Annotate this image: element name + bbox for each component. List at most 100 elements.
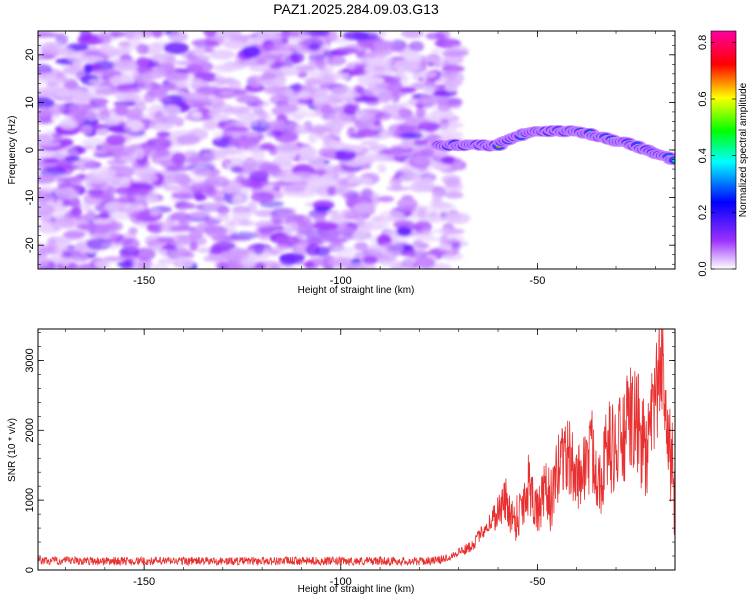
noise-blob (254, 31, 282, 40)
noise-blob (328, 256, 350, 268)
noise-blob (390, 43, 406, 52)
spectrogram-xtick-label: -150 (133, 275, 155, 287)
noise-blob (395, 60, 424, 68)
noise-blob (164, 71, 189, 81)
noise-blob (55, 72, 67, 83)
noise-blob (417, 236, 442, 242)
noise-blob (373, 120, 382, 126)
snr-ytick-label: 1000 (24, 488, 36, 512)
noise-blob (126, 144, 144, 151)
noise-blob (224, 126, 250, 133)
noise-blob (389, 260, 403, 269)
noise-blob (213, 63, 238, 73)
noise-blob (72, 250, 88, 264)
noise-blob (169, 225, 196, 232)
noise-blob (156, 96, 172, 103)
colorbar-tick-label: 0.6 (697, 91, 709, 106)
noise-blob (447, 97, 463, 109)
noise-blob (55, 199, 64, 208)
noise-blob (104, 201, 131, 211)
noise-blob (326, 112, 354, 123)
noise-blob (114, 196, 137, 204)
noise-blob (280, 43, 303, 50)
noise-blob (398, 174, 421, 183)
spectrogram-ytick-label: -10 (24, 190, 36, 206)
noise-blob (218, 90, 236, 96)
noise-blob (322, 121, 346, 129)
noise-blob (66, 51, 87, 64)
noise-blob (303, 76, 324, 85)
noise-blob (246, 136, 261, 146)
noise-blob (161, 104, 181, 117)
noise-blob (360, 140, 379, 146)
noise-blob (354, 241, 369, 251)
noise-blob (222, 184, 240, 195)
spectrogram-xtick-label: -100 (330, 275, 352, 287)
noise-blob (276, 104, 300, 113)
noise-blob (444, 177, 461, 188)
noise-blob (269, 263, 281, 269)
noise-blob (263, 86, 286, 95)
noise-blob (374, 112, 392, 121)
noise-blob (174, 172, 191, 186)
noise-blob (42, 157, 59, 164)
colorbar-tick-label: 0.4 (697, 148, 709, 163)
noise-blob (363, 64, 389, 76)
noise-blob (377, 91, 392, 103)
noise-blob (269, 94, 290, 105)
noise-blob (425, 32, 446, 40)
noise-blob (84, 144, 94, 150)
noise-blob (378, 210, 405, 222)
noise-blob (273, 58, 285, 67)
noise-blob (131, 159, 151, 169)
noise-blob (422, 55, 447, 63)
noise-blob (430, 48, 442, 54)
noise-blob (60, 256, 71, 267)
noise-blob (55, 89, 73, 99)
noise-blob (252, 149, 266, 162)
noise-blob (292, 82, 302, 96)
noise-blob (305, 263, 318, 269)
noise-blob (325, 138, 339, 146)
spectrogram-ytick-label: 20 (24, 49, 36, 61)
noise-blob (408, 96, 430, 106)
noise-blob (330, 85, 355, 99)
noise-blob (235, 174, 245, 184)
noise-blob (331, 126, 341, 135)
noise-blob (399, 141, 414, 150)
noise-blob (39, 185, 55, 193)
noise-blob (38, 203, 55, 216)
noise-blob (341, 72, 350, 81)
noise-blob (115, 186, 140, 196)
noise-blob (401, 205, 416, 213)
noise-blob (86, 237, 112, 250)
noise-blob (221, 31, 235, 38)
noise-blob (38, 134, 49, 145)
noise-blob (230, 231, 259, 240)
noise-blob (296, 92, 314, 100)
noise-blob (100, 241, 128, 248)
noise-blob (64, 155, 81, 162)
noise-blob (47, 236, 57, 248)
noise-blob (311, 124, 327, 135)
noise-blob (367, 51, 387, 59)
noise-blob (356, 129, 379, 138)
noise-blob (106, 186, 116, 198)
noise-blob (174, 67, 184, 74)
snr-series-line (38, 329, 675, 567)
noise-blob (275, 143, 300, 153)
noise-blob (413, 139, 429, 146)
noise-blob (345, 62, 356, 70)
noise-blob (346, 127, 356, 139)
noise-blob (178, 214, 194, 225)
noise-blob (141, 173, 158, 183)
noise-blob (185, 111, 200, 119)
noise-blob (347, 176, 374, 185)
noise-blob (204, 226, 227, 234)
noise-blob (189, 211, 211, 218)
noise-blob (297, 224, 314, 235)
noise-blob (367, 154, 395, 162)
noise-blob (70, 162, 97, 168)
noise-blob (38, 72, 58, 80)
noise-blob (312, 91, 330, 104)
